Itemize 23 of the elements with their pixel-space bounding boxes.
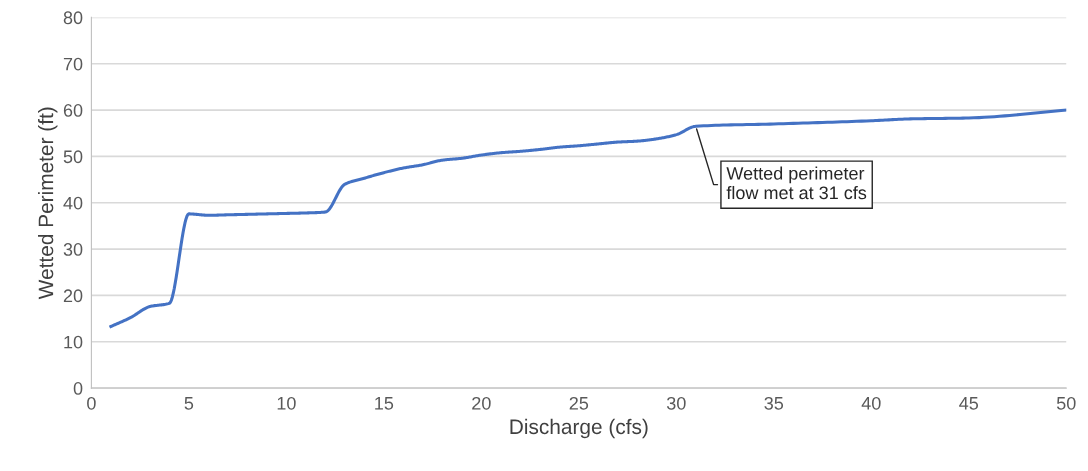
x-tick-label: 50 [1056,396,1076,410]
x-tick-label: 45 [959,397,979,410]
y-tick-label: 80 [63,11,83,25]
x-axis-title: Discharge (cfs) [510,418,648,439]
y-tick-label: 70 [63,57,83,71]
y-axis-title: Wetted Perimeter (ft) [38,107,58,300]
y-tick-label: 0 [73,382,83,395]
annotation: Wetted perimeter flow met at 31 cfs [726,166,867,200]
x-tick-label: 10 [277,396,296,410]
x-tick-label: 15 [375,397,394,410]
y-tick-label: 60 [63,104,83,117]
x-tick-label: 35 [764,396,784,410]
y-tick-label: 10 [64,335,83,349]
x-tick-label: 20 [472,396,491,410]
x-tick-label: 30 [666,396,686,410]
y-tick-label: 20 [63,289,83,303]
x-tick-label: 0 [87,396,96,410]
y-tick-label: 50 [63,150,83,164]
x-tick-label: 25 [569,396,589,410]
y-tick-label: 40 [63,196,83,210]
x-tick-label: 40 [861,396,881,410]
x-tick-label: 5 [184,397,194,410]
y-tick-label: 30 [63,243,83,256]
